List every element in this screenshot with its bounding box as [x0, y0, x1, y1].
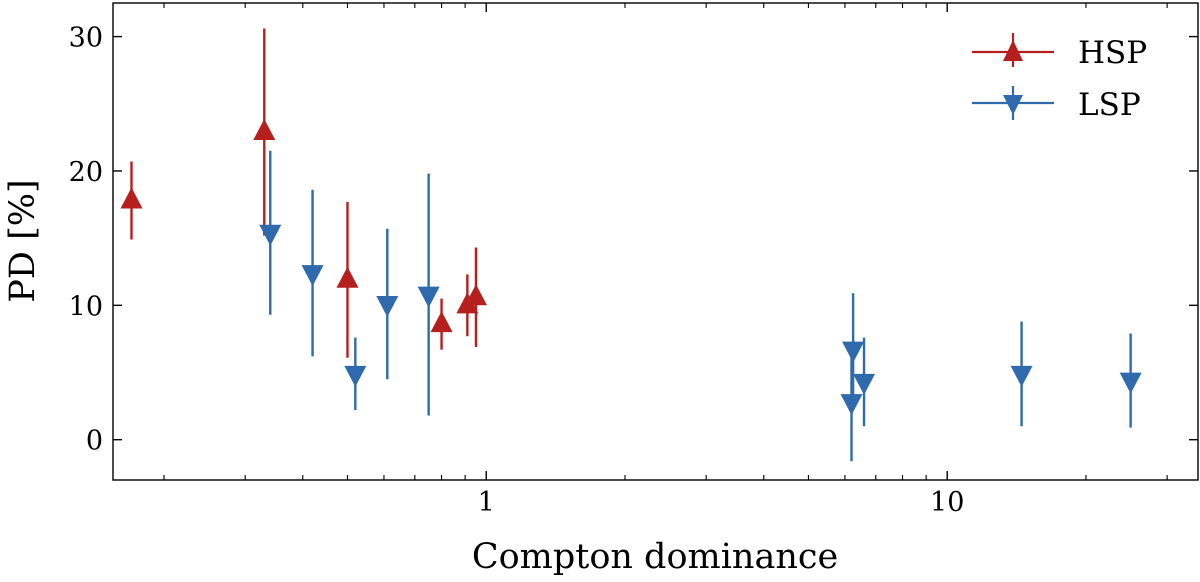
- x-axis-label: Compton dominance: [472, 537, 838, 577]
- y-tick-label: 0: [86, 426, 103, 457]
- x-tick-label: 1: [478, 487, 495, 518]
- lsp-point: [853, 373, 876, 395]
- x-tick-label: 10: [930, 487, 964, 518]
- hsp-point: [253, 118, 276, 140]
- ticks-layer: 0 10 20 30 1 10: [69, 3, 1198, 518]
- lsp-point: [376, 295, 399, 317]
- hsp-point: [430, 311, 453, 333]
- y-axis-label: PD [%]: [3, 179, 43, 302]
- lsp-point: [344, 365, 367, 387]
- y-tick-label: 10: [69, 291, 103, 322]
- hsp-point: [464, 284, 487, 306]
- hsp-point: [336, 266, 359, 288]
- legend-hsp-label: HSP: [1078, 35, 1147, 71]
- y-tick-label: 30: [69, 23, 103, 54]
- markers-layer: [120, 118, 1142, 416]
- y-tick-label: 20: [69, 157, 103, 188]
- lsp-point: [259, 224, 282, 246]
- legend-lsp-marker: [1003, 95, 1023, 115]
- lsp-point: [1119, 372, 1142, 394]
- lsp-point: [1010, 365, 1033, 387]
- lsp-point: [417, 286, 440, 308]
- hsp-point: [120, 187, 143, 209]
- lsp-point: [301, 265, 324, 287]
- plot-frame: [112, 2, 1199, 481]
- legend: HSP LSP: [972, 33, 1147, 123]
- legend-lsp-label: LSP: [1078, 87, 1141, 123]
- lsp-point: [842, 341, 865, 363]
- errorbars-layer: [130, 28, 1132, 462]
- lsp-point: [840, 394, 863, 416]
- legend-hsp-marker: [1003, 40, 1023, 61]
